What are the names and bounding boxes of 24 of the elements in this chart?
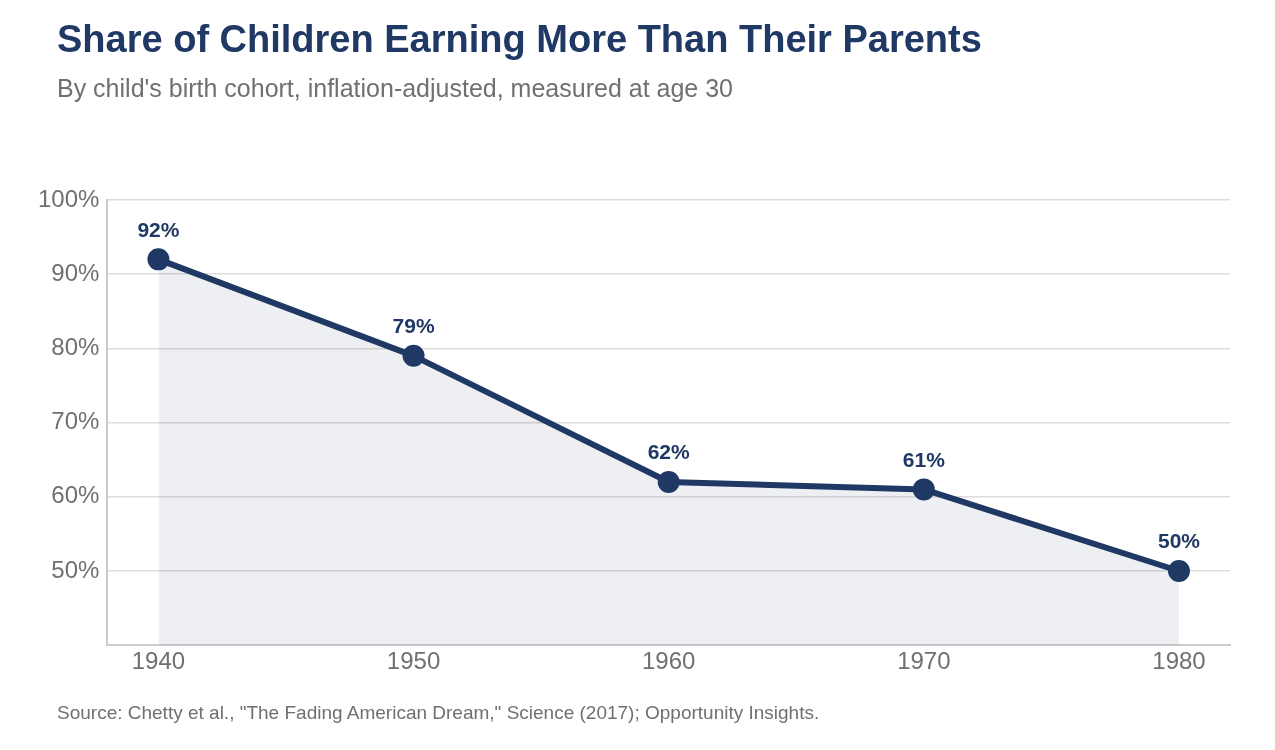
data-label: 61% (902, 447, 946, 471)
x-tick-label: 1950 (386, 647, 441, 675)
x-tick-label: 1970 (897, 647, 951, 675)
y-tick-label: 100% (37, 184, 100, 212)
y-tick-label: 60% (51, 481, 100, 509)
point (147, 248, 170, 271)
point (1167, 560, 1190, 582)
y-tick-label: 80% (51, 333, 100, 361)
source-note: Source: Chetty et al., "The Fading American Dream," Science (2017); Opportunity Insights. (57, 702, 820, 724)
data-label: 62% (647, 440, 691, 464)
data-label: 50% (1157, 529, 1201, 553)
data-label: 92% (137, 217, 180, 241)
x-tick-label: 1980 (1152, 647, 1206, 675)
x-tick-label: 1960 (642, 647, 696, 675)
point (402, 344, 425, 367)
point (657, 470, 680, 493)
y-tick-label: 90% (51, 258, 100, 286)
point (912, 478, 935, 501)
chart-subtitle: By child's birth cohort, inflation-adjusted, measured at age 30 (57, 74, 733, 103)
y-tick-label: 50% (51, 555, 100, 583)
chart-title: Share of Children Earning More Than Their Parents (57, 18, 982, 61)
data-label: 79% (392, 314, 435, 338)
y-tick-label: 70% (51, 407, 100, 435)
x-tick-label: 1940 (131, 647, 186, 675)
